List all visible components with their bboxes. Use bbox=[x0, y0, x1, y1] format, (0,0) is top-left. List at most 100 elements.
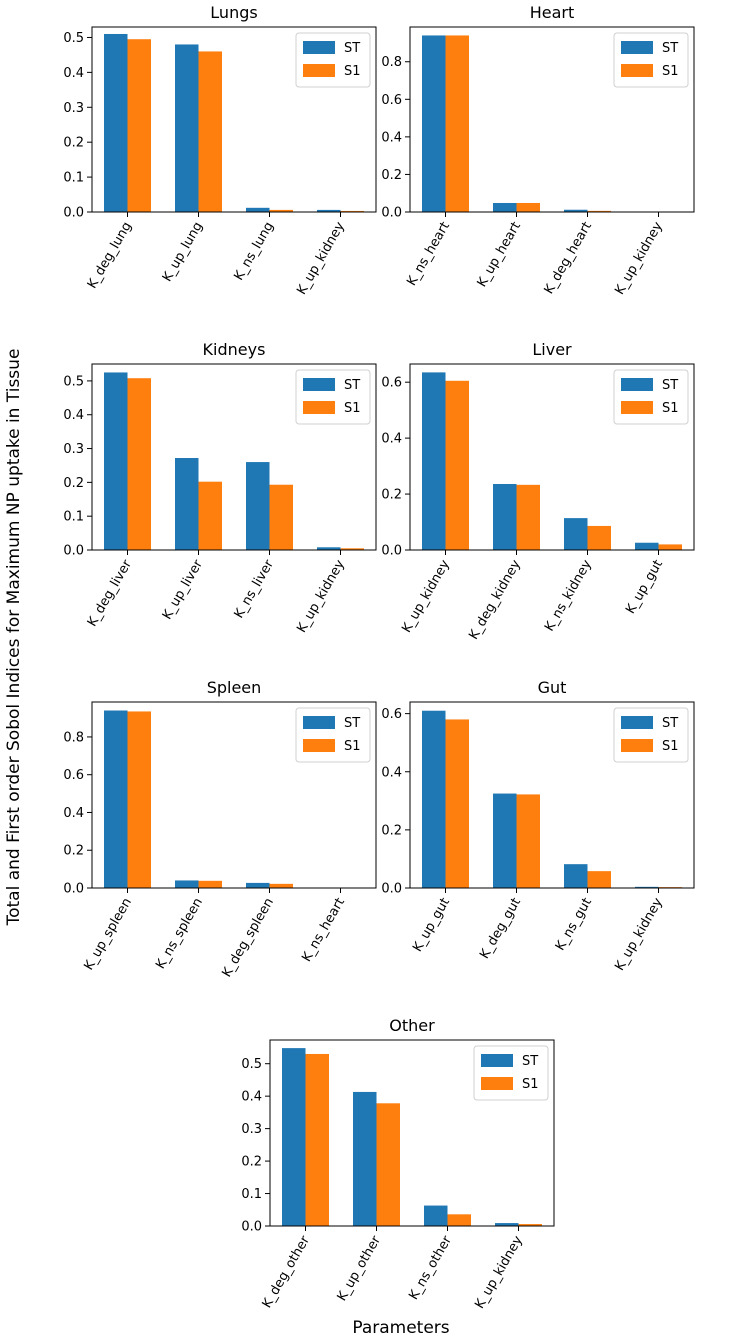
bar-st-k_up_kidney bbox=[317, 209, 341, 212]
bar-st-k_deg_spleen bbox=[246, 882, 270, 888]
axes-frame bbox=[409, 363, 695, 551]
y-tick-label: 0.6 bbox=[381, 376, 402, 391]
x-tick-label: K_up_spleen bbox=[82, 896, 135, 974]
bar-st-k_ns_lung bbox=[246, 207, 270, 212]
y-tick-label: 0.5 bbox=[241, 1057, 262, 1072]
legend: ST S1 bbox=[613, 32, 689, 88]
legend-swatch-st bbox=[481, 1054, 513, 1067]
legend-label-s1: S1 bbox=[344, 401, 361, 416]
bar-s1-k_deg_heart bbox=[587, 210, 611, 212]
y-tick-label: 0.3 bbox=[63, 101, 84, 116]
bar-st-k_up_kidney bbox=[635, 886, 659, 888]
y-tick-label: 0.0 bbox=[63, 544, 84, 559]
bar-st-k_ns_heart bbox=[422, 35, 446, 212]
bar-s1-k_deg_lung bbox=[127, 39, 151, 212]
chart-title: Spleen bbox=[207, 678, 262, 697]
x-tick-label: K_ns_gut bbox=[553, 896, 595, 954]
chart-panel-spleen: Spleen K_up_spleen K_ns_spleen K_deg_spleen… bbox=[63, 678, 377, 980]
bar-s1-k_up_heart bbox=[516, 202, 540, 212]
bar-st-k_up_other bbox=[353, 1091, 377, 1226]
y-tick-label: 0.2 bbox=[63, 476, 84, 491]
bar-s1-k_up_kidney bbox=[340, 210, 364, 212]
y-tick-label: 0.0 bbox=[381, 206, 402, 221]
y-tick-label: 0.6 bbox=[381, 707, 402, 722]
bar-st-k_ns_spleen bbox=[175, 880, 199, 888]
legend: ST S1 bbox=[295, 32, 371, 88]
bar-s1-k_up_spleen bbox=[127, 711, 151, 888]
bar-s1-k_ns_lung bbox=[269, 209, 293, 212]
bar-s1-k_up_gut bbox=[445, 719, 469, 888]
y-tick-label: 0.4 bbox=[381, 130, 402, 145]
bar-st-k_deg_gut bbox=[493, 793, 517, 888]
legend-label-st: ST bbox=[662, 378, 678, 393]
y-tick-label: 0.0 bbox=[241, 1220, 262, 1235]
y-tick-label: 0.2 bbox=[241, 1155, 262, 1170]
x-tick-label: K_ns_heart bbox=[404, 220, 453, 289]
x-tick-label: K_up_kidney bbox=[399, 557, 453, 635]
legend-swatch-s1 bbox=[303, 401, 335, 414]
x-tick-label: K_ns_other bbox=[406, 1233, 455, 1303]
bar-st-k_ns_gut bbox=[564, 864, 588, 888]
chart-panels: Lungs K_deg_lung K_up_lung K_ns_lung K_up_ki… bbox=[63, 3, 695, 1311]
axes-frame bbox=[91, 26, 377, 213]
bar-st-k_up_heart bbox=[493, 202, 517, 212]
bar-st-k_up_gut bbox=[422, 710, 446, 888]
legend: ST S1 bbox=[473, 1045, 549, 1101]
bar-st-k_up_liver bbox=[175, 458, 199, 550]
axes-frame bbox=[269, 1039, 555, 1227]
x-tick-label: K_up_kidney bbox=[612, 895, 666, 973]
legend-swatch-st bbox=[621, 41, 653, 54]
chart-panel-heart: Heart K_ns_heart K_up_heart K_deg_heart K_up… bbox=[381, 3, 695, 297]
figure-y-axis-label: Total and First order Sobol Indices for … bbox=[4, 349, 24, 927]
y-tick-label: 0.4 bbox=[63, 806, 84, 821]
axes-frame bbox=[91, 701, 377, 889]
bar-s1-k_up_liver bbox=[198, 481, 222, 550]
chart-panel-other: Other K_deg_other K_up_other K_ns_other K_up… bbox=[241, 1016, 555, 1311]
y-tick-label: 0.1 bbox=[241, 1187, 262, 1202]
legend-swatch-s1 bbox=[303, 739, 335, 752]
y-tick-label: 0.0 bbox=[381, 544, 402, 559]
chart-title: Kidneys bbox=[203, 340, 266, 359]
legend-swatch-s1 bbox=[621, 739, 653, 752]
legend-label-s1: S1 bbox=[344, 64, 361, 79]
legend-label-s1: S1 bbox=[344, 739, 361, 754]
bar-s1-k_deg_spleen bbox=[269, 883, 293, 888]
bar-st-k_up_gut bbox=[635, 542, 659, 550]
x-tick-label: K_up_liver bbox=[160, 557, 206, 622]
legend-swatch-st bbox=[303, 41, 335, 54]
y-tick-label: 0.4 bbox=[381, 765, 402, 780]
chart-panel-gut: Gut K_up_gut K_deg_gut K_ns_gut K_up_kidney 0… bbox=[381, 678, 695, 973]
legend-label-st: ST bbox=[522, 1054, 538, 1069]
y-tick-label: 0.8 bbox=[381, 55, 402, 70]
legend-swatch-s1 bbox=[621, 401, 653, 414]
x-tick-label: K_deg_liver bbox=[85, 557, 135, 629]
y-tick-label: 0.5 bbox=[63, 374, 84, 389]
legend: ST S1 bbox=[613, 707, 689, 763]
legend-label-s1: S1 bbox=[662, 739, 679, 754]
bar-st-k_up_kidney bbox=[495, 1223, 519, 1226]
bar-st-k_ns_other bbox=[424, 1205, 448, 1226]
bar-st-k_up_lung bbox=[175, 44, 199, 212]
x-tick-label: K_up_lung bbox=[160, 220, 206, 285]
x-tick-label: K_up_gut bbox=[410, 896, 453, 955]
chart-panel-liver: Liver K_up_kidney K_deg_kidney K_ns_kidney K… bbox=[381, 340, 695, 642]
bar-s1-k_up_kidney bbox=[445, 380, 469, 550]
legend-swatch-st bbox=[621, 716, 653, 729]
chart-title: Gut bbox=[538, 678, 567, 697]
figure-x-axis-label: Parameters bbox=[352, 1318, 449, 1338]
legend-swatch-st bbox=[303, 378, 335, 391]
x-tick-label: K_deg_spleen bbox=[220, 896, 277, 980]
x-tick-label: K_up_heart bbox=[475, 220, 524, 290]
x-tick-label: K_up_kidney bbox=[612, 219, 666, 297]
chart-title: Heart bbox=[530, 3, 575, 22]
y-tick-label: 0.0 bbox=[63, 206, 84, 221]
x-tick-label: K_ns_heart bbox=[299, 896, 348, 965]
axes-frame bbox=[409, 701, 695, 889]
chart-panel-lungs: Lungs K_deg_lung K_up_lung K_ns_lung K_up_ki… bbox=[63, 3, 377, 297]
bar-s1-k_ns_liver bbox=[269, 484, 293, 550]
bar-s1-k_up_kidney bbox=[340, 548, 364, 550]
bar-st-k_deg_other bbox=[282, 1048, 306, 1226]
y-tick-label: 0.4 bbox=[381, 432, 402, 447]
bar-s1-k_deg_kidney bbox=[516, 484, 540, 550]
legend-label-s1: S1 bbox=[522, 1077, 539, 1092]
